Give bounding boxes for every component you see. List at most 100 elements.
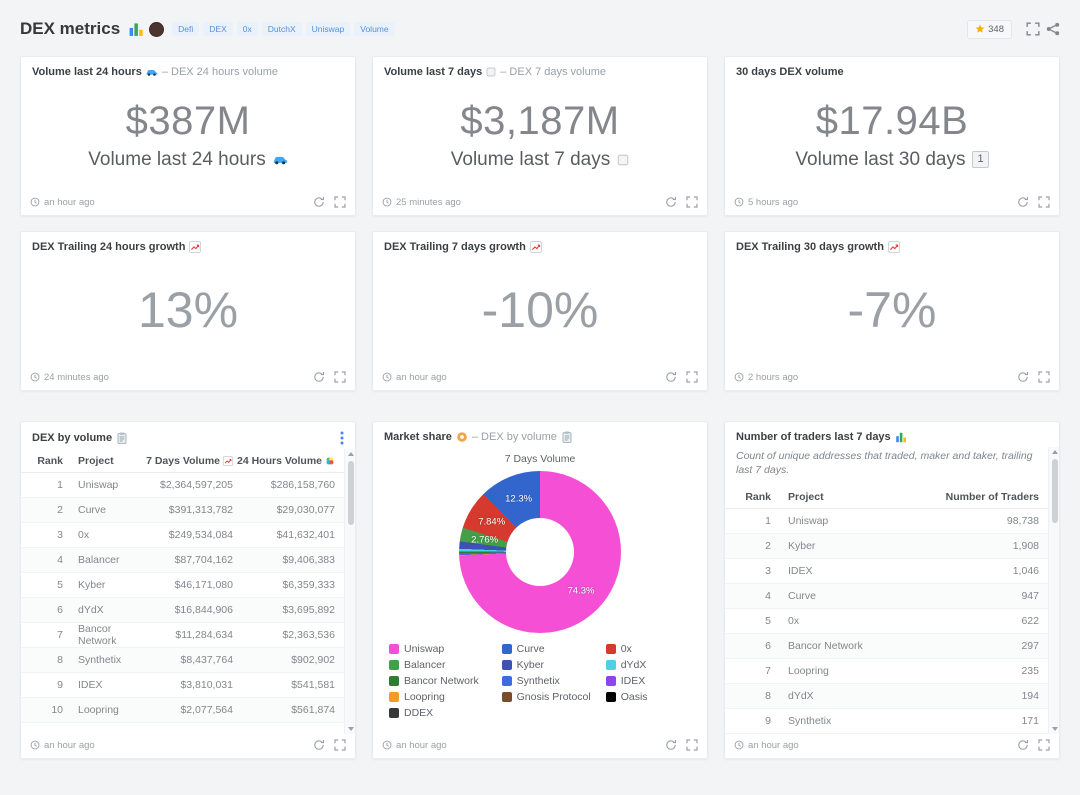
card-source-link[interactable]: – DEX 24 hours volume [161,66,278,78]
card-volume-30d: 30 days DEX volume $17.94B Volume last 3… [724,56,1060,216]
legend-label: 0x [620,643,632,655]
fullscreen-icon[interactable] [1026,22,1040,36]
clock-icon [30,372,40,382]
table-scroll-area: Count of unique addresses that traded, m… [725,447,1059,734]
table-cell: Uniswap [78,479,119,491]
legend-swatch [389,708,399,718]
card-traders: Number of traders last 7 days Count of u… [724,421,1060,759]
tag-uniswap[interactable]: Uniswap [305,22,351,36]
expand-icon[interactable] [334,196,346,208]
tag-dex[interactable]: DEX [203,22,233,36]
share-icon[interactable] [1046,22,1060,36]
scroll-up-arrow[interactable] [347,452,354,456]
scroll-down-arrow[interactable] [347,727,354,731]
legend-item[interactable]: 0x [605,643,691,655]
table-cell: Synthetix [788,715,832,728]
table-cell: 7 [765,665,771,678]
scroll-up-arrow[interactable] [1051,450,1058,454]
table-cell: $41,632,401 [276,529,335,541]
legend-item[interactable]: Synthetix [501,675,600,687]
tag-defi[interactable]: Defi [172,22,200,36]
metric-caption: Volume last 24 hours [88,148,266,170]
card-title: Market share [384,431,452,443]
chart-legend: Uniswap Curve 0x Balancer Kyber dYdX Bancor Ne… [373,633,707,719]
chart-title: 7 Days Volume [504,453,576,465]
legend-item[interactable]: Bancor Network [389,675,496,687]
card-title: DEX Trailing 30 days growth [736,241,884,253]
expand-icon[interactable] [1038,371,1050,383]
card-source-link[interactable]: – DEX by volume [472,431,573,443]
refresh-icon[interactable] [313,196,325,208]
refresh-icon[interactable] [1017,196,1029,208]
legend-item[interactable]: Uniswap [389,643,496,655]
table-cell: $11,284,634 [175,629,233,641]
scrollbar[interactable] [1048,447,1059,734]
expand-icon[interactable] [334,739,346,751]
legend-item[interactable]: DDEX [389,707,496,719]
legend-item[interactable]: Oasis [605,691,691,703]
legend-item[interactable]: IDEX [605,675,691,687]
table-cell: $561,874 [291,704,335,716]
tag-dutchx[interactable]: DutchX [261,22,302,36]
legend-item[interactable]: Curve [501,643,600,655]
tag-0x[interactable]: 0x [236,22,258,36]
kebab-menu-icon[interactable] [340,431,344,445]
table-cell: 297 [1021,640,1039,653]
last-updated: 25 minutes ago [382,197,461,208]
last-updated: 24 minutes ago [30,372,109,383]
clock-icon [734,372,744,382]
card-title: DEX Trailing 7 days growth [384,241,526,253]
expand-icon[interactable] [686,196,698,208]
legend-item[interactable]: Loopring [389,691,496,703]
expand-icon[interactable] [1038,739,1050,751]
refresh-icon[interactable] [665,739,677,751]
scrollbar[interactable] [344,449,355,734]
table-row: 1 Uniswap $2,364,597,205 $286,158,760 [21,473,355,498]
refresh-icon[interactable] [1017,371,1029,383]
legend-item[interactable]: Balancer [389,659,496,671]
star-count-badge[interactable]: 348 [967,19,1012,39]
table-cell: 2 [57,504,63,516]
table-header-row: Rank Project 7 Days Volume 24 Hours Volu… [21,449,355,473]
avatar[interactable] [149,21,165,37]
card-source-link[interactable]: – DEX 7 days volume [500,66,607,78]
table-cell: 5 [57,579,63,591]
legend-swatch [501,676,512,686]
expand-icon[interactable] [686,739,698,751]
donut-chart[interactable]: 74.3% 2.76% 7.84% 12.3% [459,471,621,633]
table-header-row: Rank Project Number of Traders [725,485,1059,510]
refresh-icon[interactable] [313,739,325,751]
expand-icon[interactable] [334,371,346,383]
race-car-icon [146,66,158,78]
scroll-down-arrow[interactable] [1051,727,1058,731]
tag-volume[interactable]: Volume [354,22,395,36]
scroll-thumb[interactable] [347,461,354,525]
clock-icon [382,372,392,382]
table-cell: $2,364,597,205 [160,479,233,491]
legend-item[interactable]: Kyber [501,659,600,671]
expand-icon[interactable] [1038,196,1050,208]
page-title: DEX metrics [20,19,121,38]
table-cell: $6,359,333 [282,579,335,591]
table-cell: $3,810,031 [180,679,233,691]
scroll-thumb[interactable] [1051,459,1058,523]
card-title: Volume last 24 hours [32,66,142,78]
refresh-icon[interactable] [1017,739,1029,751]
table-cell: Kyber [78,579,106,591]
legend-label: Oasis [620,691,648,703]
refresh-icon[interactable] [665,196,677,208]
legend-item[interactable]: Gnosis Protocol [501,691,600,703]
table-cell: dYdX [78,604,104,616]
refresh-icon[interactable] [665,371,677,383]
legend-label: Curve [516,643,545,655]
legend-label: Uniswap [404,643,445,655]
keycap-1-icon: 1 [972,151,989,168]
card-volume-7d: Volume last 7 days – DEX 7 days volume $… [372,56,708,216]
table-cell: Uniswap [788,515,829,528]
legend-item[interactable]: dYdX [605,659,691,671]
pie-slice-label: 12.3% [505,493,533,505]
legend-label: IDEX [620,675,646,687]
expand-icon[interactable] [686,371,698,383]
refresh-icon[interactable] [313,371,325,383]
